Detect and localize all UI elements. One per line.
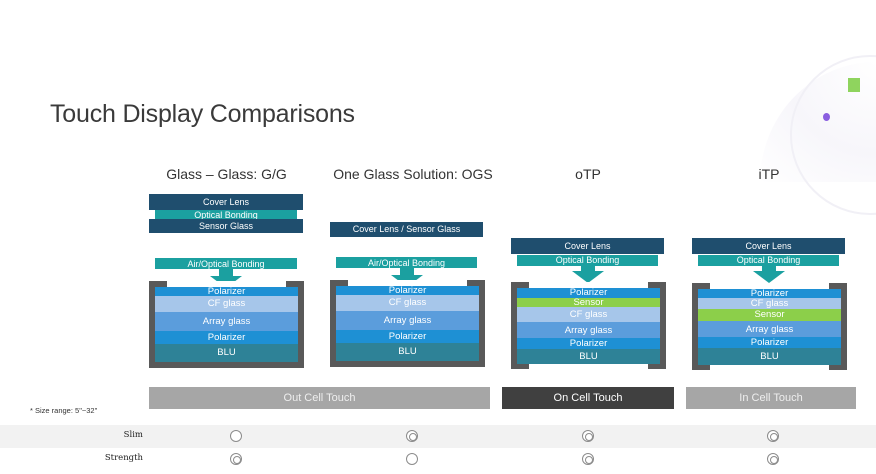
page-title: Touch Display Comparisons — [50, 100, 355, 128]
polarizer-layer: Polarizer — [336, 330, 479, 343]
down-arrow-icon — [581, 266, 595, 271]
array-glass-layer: Array glass — [155, 312, 298, 331]
double-circle-icon — [767, 430, 779, 442]
comparison-row-slim: Slim — [0, 425, 876, 448]
polarizer-layer: Polarizer — [698, 337, 841, 348]
double-circle-icon — [406, 430, 418, 442]
double-circle-icon — [582, 430, 594, 442]
cover-lens-layer: Cover Lens — [511, 238, 664, 254]
optical-bonding-layer: Optical Bonding — [155, 210, 297, 219]
size-range-note: * Size range: 5"~32" — [30, 406, 98, 415]
cover-lens-sensor-glass-layer: Cover Lens / Sensor Glass — [330, 222, 483, 237]
polarizer-layer: Polarizer — [517, 338, 660, 349]
cf-glass-layer: CF glass — [698, 298, 841, 309]
double-circle-icon — [230, 453, 242, 465]
column-title-itp: iTP — [758, 166, 780, 182]
cover-lens-layer: Cover Lens — [149, 194, 303, 210]
sensor-glass-layer: Sensor Glass — [149, 219, 303, 233]
category-on-cell-touch: On Cell Touch — [502, 387, 674, 409]
column-title-otp: oTP — [575, 166, 601, 182]
air-optical-bonding-bar: Air/Optical Bonding — [155, 258, 297, 269]
sensor-layer: Sensor — [698, 309, 841, 321]
optical-bonding-bar: Optical Bonding — [698, 255, 839, 266]
cf-glass-layer: CF glass — [517, 307, 660, 322]
blu-layer: BLU — [517, 349, 660, 364]
single-circle-icon — [406, 453, 418, 465]
down-arrow-icon — [762, 266, 776, 271]
cf-glass-layer: CF glass — [336, 295, 479, 311]
array-glass-layer: Array glass — [336, 311, 479, 330]
array-glass-layer: Array glass — [517, 322, 660, 338]
column-title-gg: Glass – Glass: G/G — [166, 166, 287, 182]
polarizer-layer: Polarizer — [517, 288, 660, 298]
blu-layer: BLU — [336, 343, 479, 361]
polarizer-layer: Polarizer — [698, 289, 841, 298]
down-arrow-head-icon — [572, 271, 604, 283]
polarizer-layer: Polarizer — [155, 287, 298, 296]
down-arrow-icon — [219, 269, 233, 276]
row-label-strength: Strength — [104, 453, 143, 463]
sensor-layer: Sensor — [517, 298, 660, 307]
down-arrow-icon — [400, 268, 414, 275]
category-in-cell-touch: In Cell Touch — [686, 387, 856, 409]
cf-glass-layer: CF glass — [155, 296, 298, 312]
category-out-cell-touch: Out Cell Touch — [149, 387, 490, 409]
polarizer-layer: Polarizer — [336, 286, 479, 295]
blu-layer: BLU — [698, 348, 841, 365]
air-optical-bonding-bar: Air/Optical Bonding — [336, 257, 477, 268]
purple-dot-icon — [823, 113, 830, 121]
double-circle-icon — [767, 453, 779, 465]
blu-layer: BLU — [155, 344, 298, 362]
cover-lens-layer: Cover Lens — [692, 238, 845, 254]
comparison-row-strength: Strength — [0, 448, 876, 471]
row-label-slim: Slim — [123, 430, 143, 440]
green-square-icon — [848, 78, 860, 92]
decorative-arc — [790, 55, 876, 215]
down-arrow-head-icon — [753, 271, 785, 283]
optical-bonding-bar: Optical Bonding — [517, 255, 658, 266]
single-circle-icon — [230, 430, 242, 442]
double-circle-icon — [582, 453, 594, 465]
column-title-ogs: One Glass Solution: OGS — [333, 166, 493, 182]
array-glass-layer: Array glass — [698, 321, 841, 337]
polarizer-layer: Polarizer — [155, 331, 298, 344]
